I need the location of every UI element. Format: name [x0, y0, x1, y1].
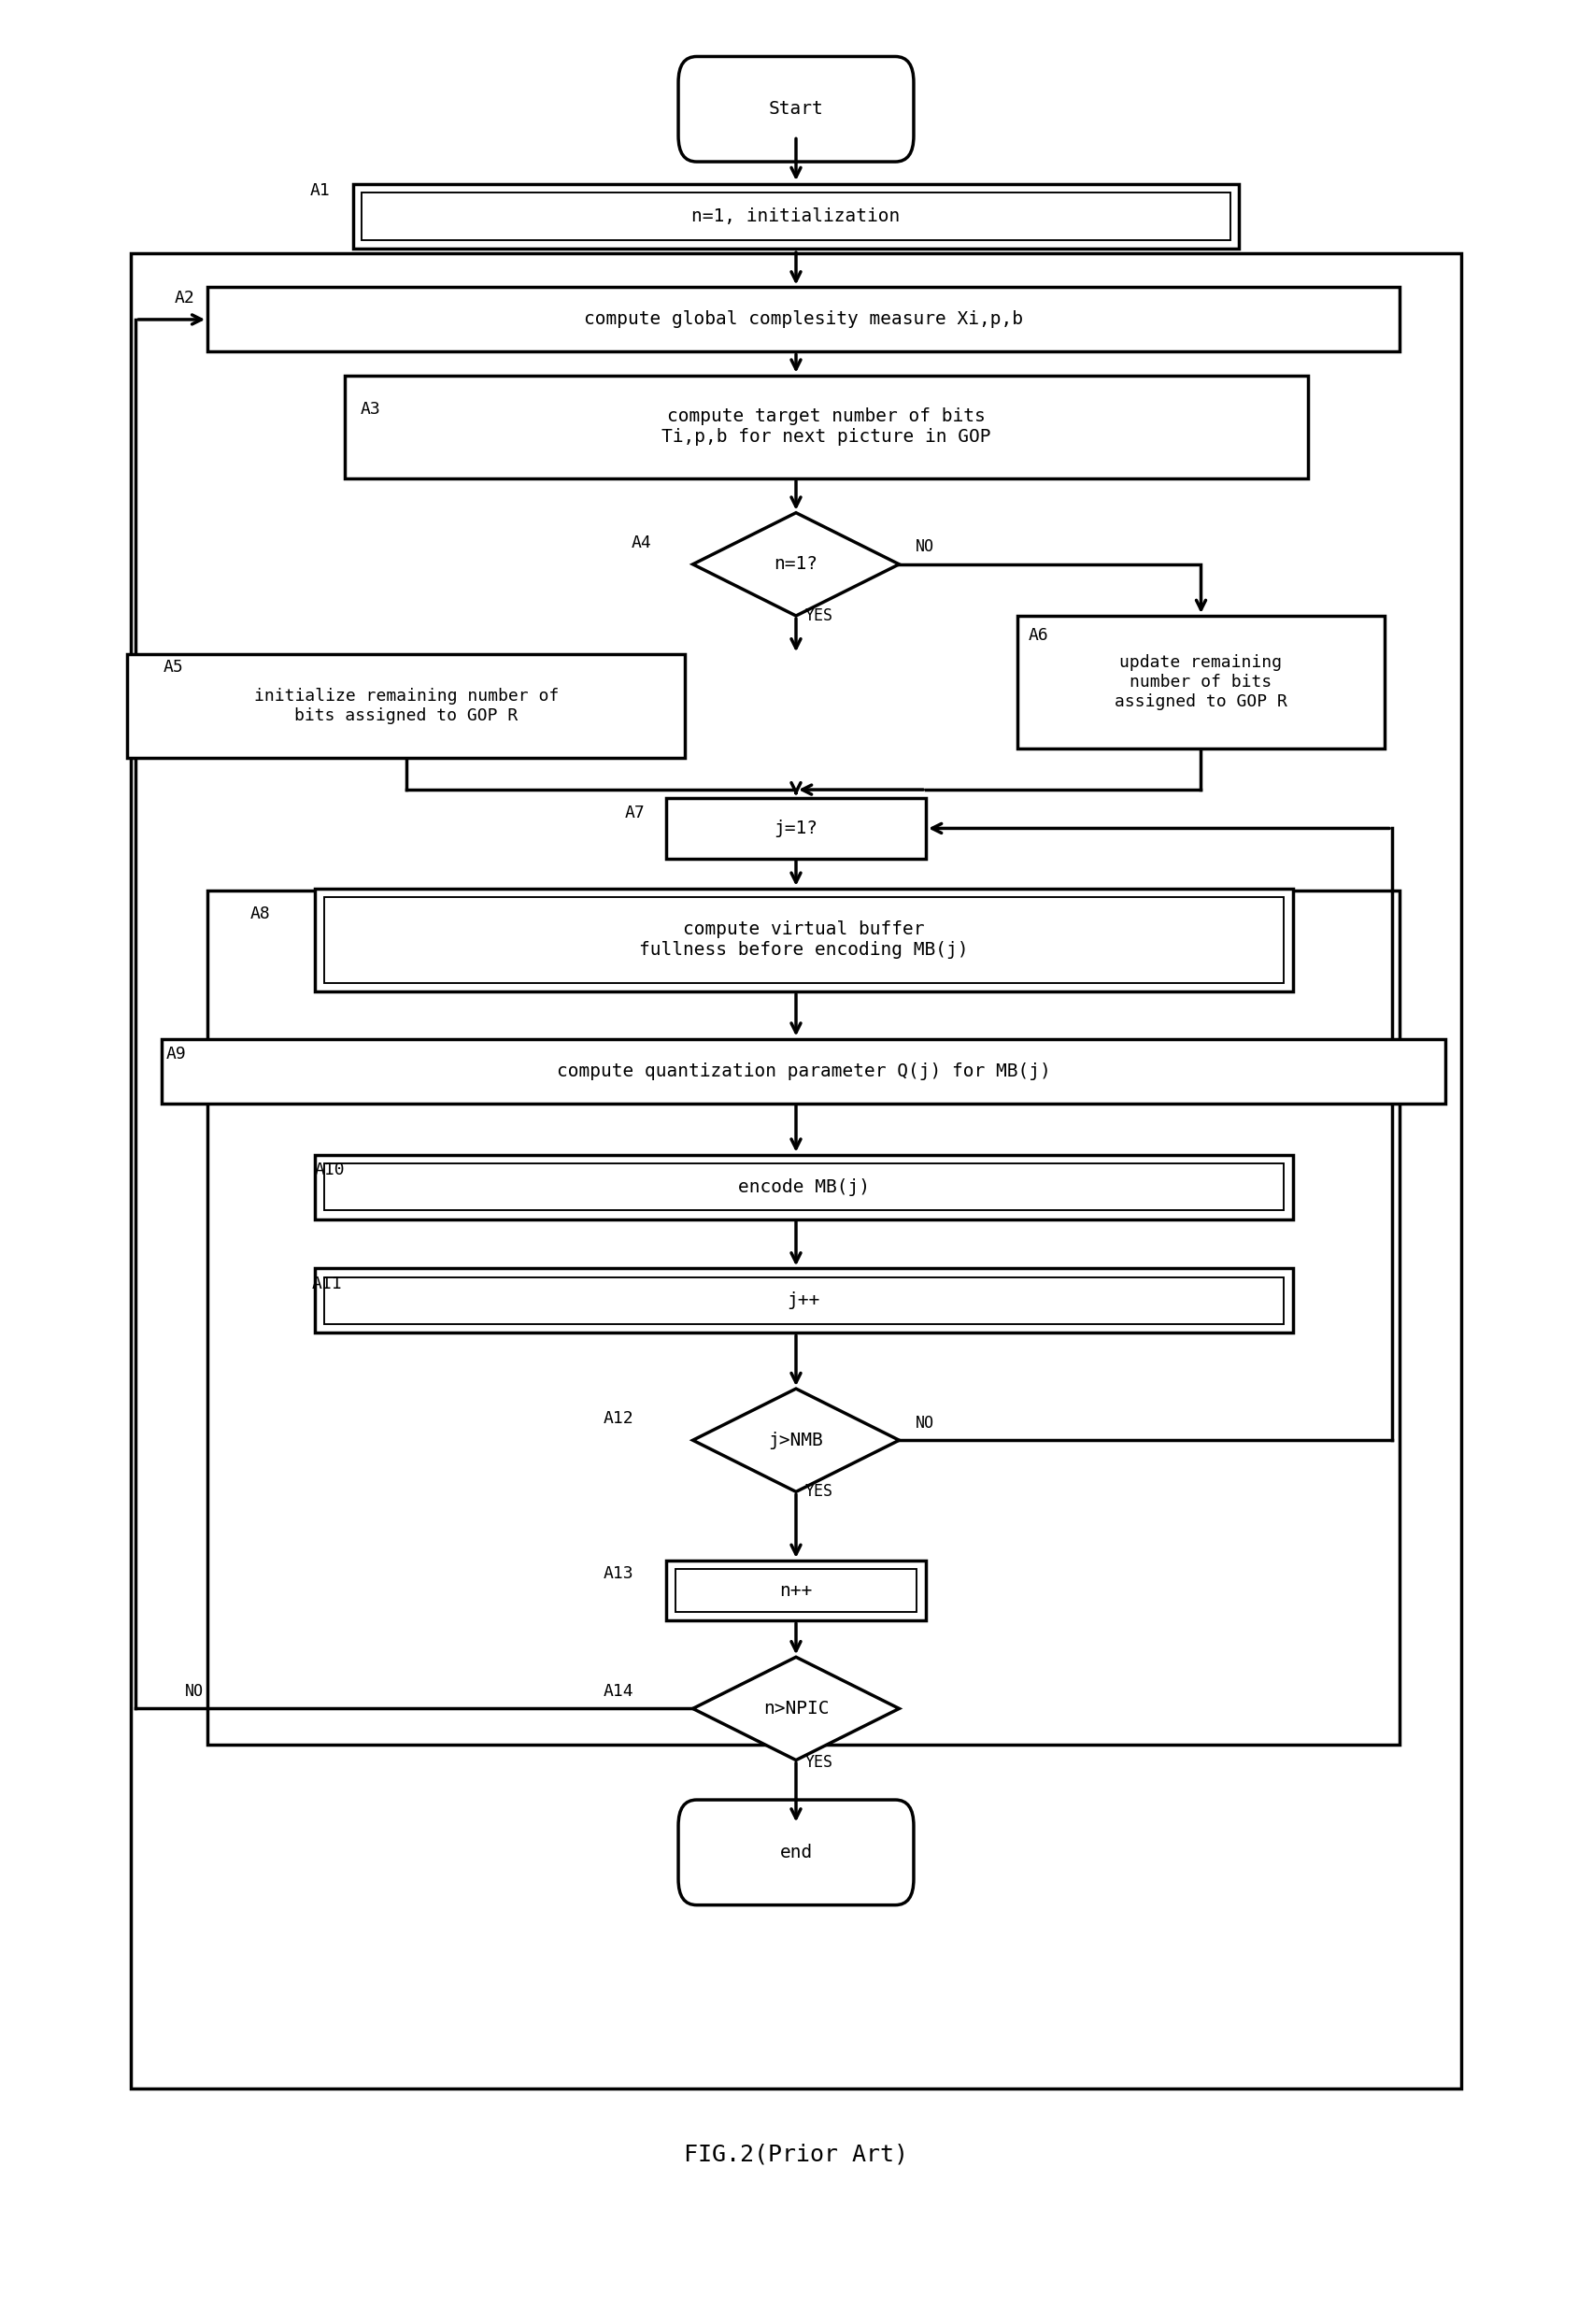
Bar: [665, 1559, 927, 1620]
Bar: [361, 193, 1231, 239]
Bar: [162, 1039, 1446, 1104]
Bar: [315, 1269, 1293, 1334]
Polygon shape: [693, 1657, 899, 1759]
Bar: [323, 1164, 1283, 1211]
Bar: [207, 890, 1399, 1745]
Bar: [315, 888, 1293, 992]
Text: n=1, initialization: n=1, initialization: [691, 207, 901, 225]
Text: A7: A7: [624, 804, 645, 823]
Bar: [127, 655, 685, 758]
Text: A2: A2: [174, 290, 194, 307]
Text: YES: YES: [806, 1755, 833, 1771]
Bar: [207, 288, 1399, 351]
Polygon shape: [693, 514, 899, 616]
Text: compute global complesity measure Xi,p,b: compute global complesity measure Xi,p,b: [584, 311, 1024, 328]
Text: A9: A9: [166, 1046, 186, 1062]
Text: YES: YES: [806, 607, 833, 625]
Text: A14: A14: [603, 1683, 634, 1699]
Text: FIG.2(Prior Art): FIG.2(Prior Art): [685, 2143, 907, 2166]
Text: compute target number of bits
Ti,p,b for next picture in GOP: compute target number of bits Ti,p,b for…: [662, 407, 992, 446]
Text: initialize remaining number of
bits assigned to GOP R: initialize remaining number of bits assi…: [253, 688, 559, 725]
Text: end: end: [780, 1843, 812, 1862]
Text: A6: A6: [1028, 627, 1049, 644]
FancyBboxPatch shape: [678, 1799, 914, 1906]
Text: A11: A11: [312, 1276, 342, 1292]
Text: A10: A10: [315, 1162, 345, 1178]
Bar: [665, 797, 927, 858]
Text: A13: A13: [603, 1564, 634, 1583]
Text: compute virtual buffer
fullness before encoding MB(j): compute virtual buffer fullness before e…: [638, 920, 968, 960]
Text: A5: A5: [164, 660, 183, 676]
Text: encode MB(j): encode MB(j): [737, 1178, 869, 1197]
FancyBboxPatch shape: [678, 56, 914, 163]
Text: Start: Start: [769, 100, 823, 119]
Text: j++: j++: [786, 1292, 820, 1308]
Text: A8: A8: [250, 906, 271, 923]
Text: compute quantization parameter Q(j) for MB(j): compute quantization parameter Q(j) for …: [557, 1062, 1051, 1081]
Bar: [675, 1569, 917, 1613]
Text: A1: A1: [310, 181, 330, 200]
Text: NO: NO: [915, 1415, 935, 1432]
Text: j=1?: j=1?: [774, 820, 818, 837]
Bar: [345, 376, 1309, 479]
Text: n=1?: n=1?: [774, 555, 818, 574]
Bar: [353, 184, 1239, 249]
Text: YES: YES: [806, 1483, 833, 1501]
Bar: [131, 253, 1461, 2089]
Bar: [323, 1278, 1283, 1325]
Bar: [315, 1155, 1293, 1220]
Text: A3: A3: [360, 402, 380, 418]
Text: A4: A4: [630, 535, 651, 551]
Polygon shape: [693, 1390, 899, 1492]
Text: A12: A12: [603, 1411, 634, 1427]
Text: update remaining
number of bits
assigned to GOP R: update remaining number of bits assigned…: [1114, 655, 1288, 711]
Text: n>NPIC: n>NPIC: [763, 1699, 829, 1717]
Bar: [1017, 616, 1385, 748]
Text: NO: NO: [185, 1683, 204, 1699]
Text: NO: NO: [915, 539, 935, 555]
Bar: [323, 897, 1283, 983]
Text: n++: n++: [780, 1583, 812, 1599]
Text: j>NMB: j>NMB: [769, 1432, 823, 1450]
